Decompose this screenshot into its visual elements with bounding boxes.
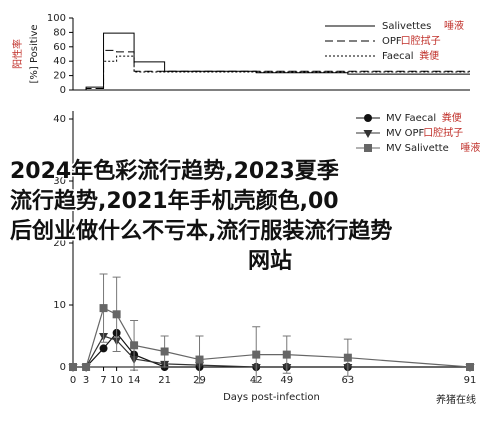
y-tick-label: 20	[53, 238, 66, 249]
y-tick-label: 40	[53, 56, 66, 67]
x-tick-label: 21	[158, 375, 171, 386]
marker	[282, 350, 291, 359]
legend-label-cn: 唾液	[460, 141, 480, 154]
marker	[466, 363, 474, 371]
x-tick-label: 63	[341, 375, 354, 386]
legend-marker	[364, 114, 372, 122]
x-tick-label: 10	[110, 375, 123, 386]
legend-label: MV Salivette	[386, 143, 449, 154]
step-line	[73, 55, 470, 91]
x-tick-label: 0	[70, 375, 76, 386]
legend-label-cn: 粪便	[419, 49, 439, 62]
y-tick-label: 0	[60, 85, 66, 96]
x-tick-label: 3	[83, 375, 89, 386]
marker	[69, 363, 77, 371]
legend-label: Salivettes	[382, 21, 431, 32]
watermark: 养猪在线	[436, 393, 476, 406]
y-label: [%] Positive	[29, 24, 40, 83]
overlay-text: 2024年色彩流行趋势,2023夏季	[10, 158, 339, 184]
y-tick-label: 30	[53, 176, 66, 187]
legend-label-cn: 口腔拭子	[401, 34, 441, 47]
legend-marker	[364, 144, 372, 152]
y-tick-label: 10	[53, 300, 66, 311]
marker	[160, 347, 169, 356]
marker	[252, 350, 261, 359]
legend-label: Faecal	[382, 51, 414, 62]
legend-marker	[363, 130, 373, 138]
marker	[82, 363, 91, 371]
x-tick-label: 14	[128, 375, 141, 386]
marker	[343, 353, 352, 362]
y-label-cn: 阳性率	[11, 39, 24, 69]
x-tick-label: 7	[100, 375, 106, 386]
legend-label-cn: 唾液	[444, 19, 464, 32]
legend-label-cn: 粪便	[442, 111, 462, 124]
y-tick-label: 60	[53, 42, 66, 53]
marker	[99, 344, 108, 353]
legend-label: MV Faecal	[386, 113, 436, 124]
x-tick-label: 91	[464, 375, 477, 386]
marker	[112, 310, 121, 319]
y-tick-label: 20	[53, 71, 66, 82]
overlay-text: 后创业做什么不亏本,流行服装流行趋势	[10, 218, 392, 244]
marker	[99, 304, 108, 313]
legend-label-cn: 口腔拭子	[423, 126, 463, 139]
y-tick-label: 80	[53, 27, 66, 38]
legend-label: OPF	[382, 36, 402, 47]
y-tick-label: 0	[60, 362, 66, 373]
x-tick-label: 49	[280, 375, 293, 386]
x-label: Days post-infection	[223, 392, 320, 403]
marker	[130, 341, 139, 350]
step-line	[73, 49, 470, 91]
step-line	[73, 32, 470, 91]
legend-label: MV OPF	[386, 128, 425, 139]
overlay-text: 网站	[248, 249, 292, 274]
y-tick-label: 100	[47, 13, 66, 24]
y-tick-label: 40	[53, 114, 66, 125]
overlay-text: 流行趋势,2021年手机壳颜色,00	[10, 188, 339, 214]
marker	[195, 355, 204, 364]
